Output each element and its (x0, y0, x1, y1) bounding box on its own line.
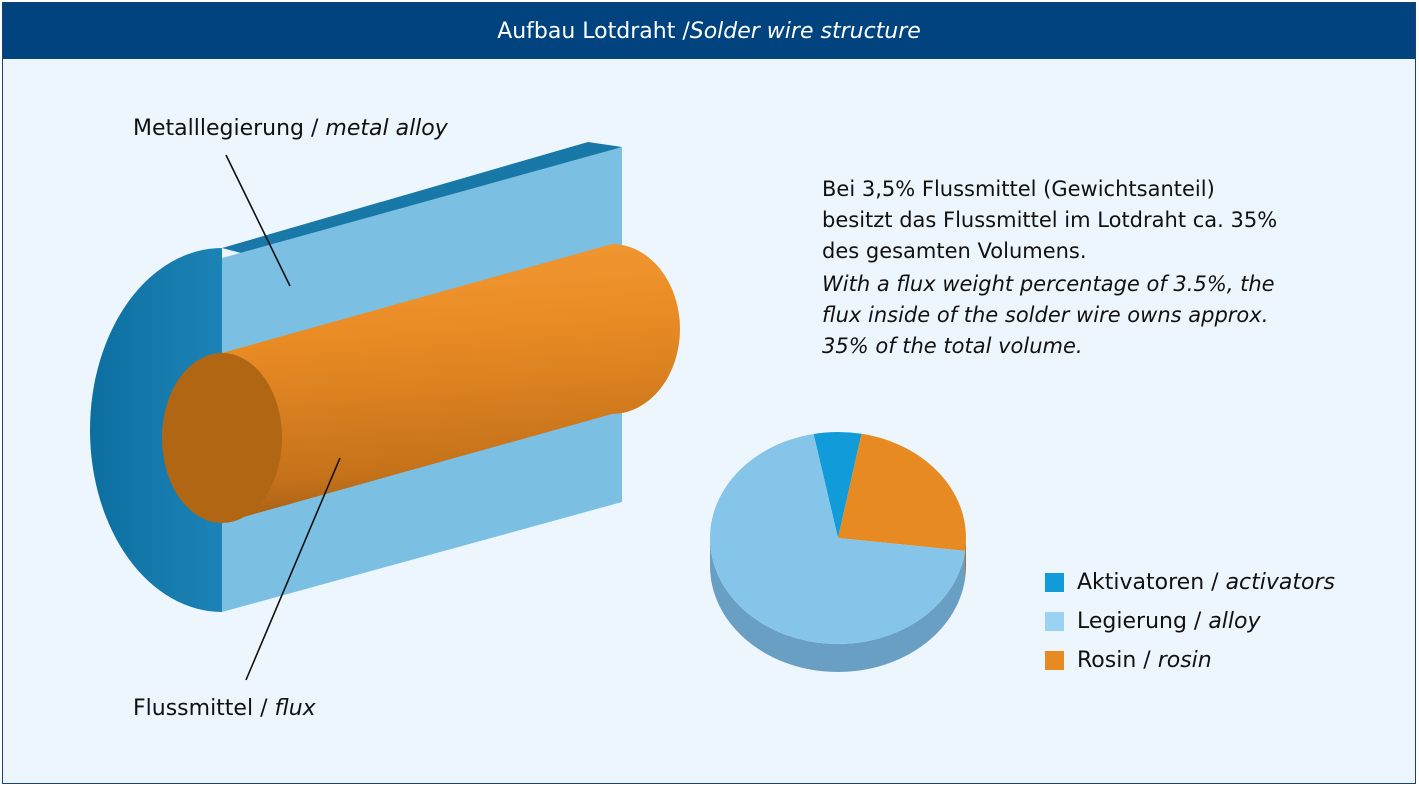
label-flux-en: flux (274, 696, 316, 721)
label-flux: Flussmittel / flux (133, 696, 316, 721)
info-text-de: Bei 3,5% Flussmittel (Gewichtsanteil) be… (822, 177, 1278, 263)
title-de: Aufbau Lotdraht / (497, 18, 690, 44)
pie-slice-2 (709, 433, 966, 644)
legend-item-rosin: Rosin / rosin (1045, 641, 1335, 680)
title-en: Solder wire structure (689, 18, 921, 44)
pie-side-1 (965, 538, 966, 579)
pie-legend: Aktivatoren / activators Legierung / all… (1045, 563, 1335, 680)
legend-label-activators-en: activators (1225, 570, 1335, 595)
legend-label-activators-de: Aktivatoren / (1077, 570, 1226, 595)
label-metal-alloy-de: Metalllegierung / (133, 116, 326, 141)
flux-callout-line (245, 457, 341, 681)
solder-wire-illustration (90, 142, 680, 612)
pie-side-2 (710, 538, 966, 672)
legend-label-rosin-en: rosin (1157, 648, 1212, 673)
pie-chart-side (710, 538, 966, 672)
pie-chart (709, 431, 966, 672)
legend-swatch-alloy (1045, 612, 1064, 631)
pie-slice-1 (838, 433, 966, 551)
label-metal-alloy-en: metal alloy (325, 116, 448, 141)
metal-alloy-half-disc (90, 248, 222, 612)
legend-label-alloy-de: Legierung / (1077, 609, 1209, 634)
header-bar: Aufbau Lotdraht / Solder wire structure (3, 3, 1415, 59)
legend-item-activators: Aktivatoren / activators (1045, 563, 1335, 602)
label-flux-de: Flussmittel / (133, 696, 275, 721)
alloy-callout-line (225, 154, 291, 287)
info-text-en: With a flux weight percentage of 3.5%, t… (822, 272, 1275, 358)
label-metal-alloy: Metalllegierung / metal alloy (133, 116, 448, 141)
legend-swatch-activators (1045, 573, 1064, 592)
info-text: Bei 3,5% Flussmittel (Gewichtsanteil) be… (822, 174, 1282, 362)
flux-cylinder-end (162, 353, 282, 523)
legend-swatch-rosin (1045, 651, 1064, 670)
pie-chart-top (709, 431, 966, 644)
legend-item-alloy: Legierung / alloy (1045, 602, 1335, 641)
pie-slice-0 (813, 431, 862, 538)
legend-label-alloy-en: alloy (1208, 609, 1261, 634)
metal-alloy-top-edge (222, 142, 622, 258)
flux-cylinder-body (222, 244, 680, 523)
legend-label-rosin-de: Rosin / (1077, 648, 1158, 673)
